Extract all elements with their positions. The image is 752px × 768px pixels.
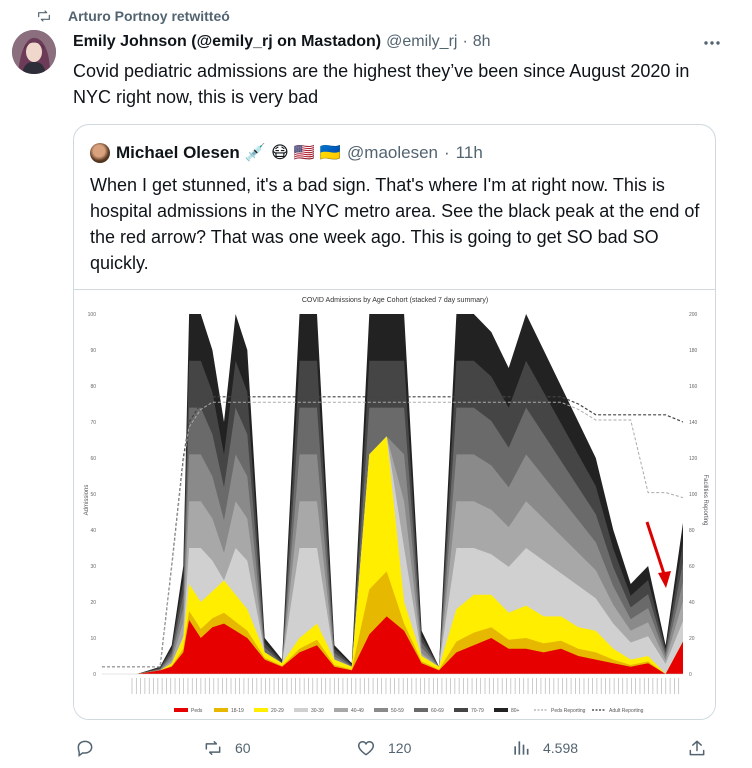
avatar[interactable] [12,30,56,74]
legend-label: 80+ [511,708,520,714]
legend-label: 60-69 [431,708,444,714]
legend-swatch [214,708,228,712]
retweet-label: Arturo Portnoy retwitteó [68,8,230,24]
legend-swatch [294,708,308,712]
legend-swatch [374,708,388,712]
quote-author-handle: @maolesen [347,143,438,162]
quote-author-name: Michael Olesen [116,143,240,162]
retweet-icon [38,10,50,22]
views-button[interactable]: 4.598 [511,736,578,760]
y-tick-label: 90 [90,348,96,354]
legend-label: 18-19 [231,708,244,714]
mask-emoji: 😷 [270,143,289,162]
legend-swatch [254,708,268,712]
y2-tick-label: 60 [689,564,695,570]
action-bar: 60 120 4.598 [73,736,716,760]
y2-tick-label: 120 [689,456,698,462]
tweet-time[interactable]: 8h [472,33,491,50]
y-tick-label: 10 [90,636,96,642]
area-series-peds [102,616,683,674]
area-series-20-29 [102,436,683,674]
share-button[interactable] [687,736,719,760]
y2-tick-label: 80 [689,528,695,534]
legend-label: 20-29 [271,708,284,714]
retweet-button[interactable]: 60 [203,736,251,760]
author-name[interactable]: Emily Johnson (@emily_rj on Mastadon) [73,33,382,50]
legend-label: 70-79 [471,708,484,714]
y-tick-label: 40 [90,528,96,534]
y2-tick-label: 160 [689,384,698,390]
y2-tick-label: 200 [689,312,698,318]
y-tick-label: 60 [90,456,96,462]
legend-label: 30-39 [311,708,324,714]
retweet-context[interactable]: Arturo Portnoy retwitteó [36,6,230,26]
line-adult-reporting [102,396,684,668]
quote-separator: · [444,143,450,162]
y2-tick-label: 100 [689,492,698,498]
y-tick-label: 50 [90,492,96,498]
line-peds-reporting [102,401,684,668]
y-tick-label: 0 [93,672,96,678]
legend-label: Peds Reporting [551,708,586,714]
retweet-count: 60 [235,740,251,756]
us-flag-emoji: 🇺🇸 [293,143,315,162]
legend-label: Adult Reporting [609,708,644,714]
views-count: 4.598 [543,740,579,756]
y-tick-label: 80 [90,384,96,390]
quote-avatar [90,143,110,163]
legend-swatch [414,708,428,712]
share-icon [689,740,705,756]
tweet-header: Emily Johnson (@emily_rj on Mastadon) @e… [73,30,732,54]
separator: · [462,33,468,50]
y2-tick-label: 40 [689,600,695,606]
y2-tick-label: 20 [689,636,695,642]
chart-y2label: Facilities Reporting [702,474,708,525]
legend-swatch [494,708,508,712]
heart-icon [357,740,375,756]
legend-swatch [174,708,188,712]
y2-tick-label: 140 [689,420,698,426]
more-icon[interactable] [702,34,722,52]
y-tick-label: 70 [90,420,96,426]
reply-button[interactable] [75,736,107,760]
legend-label: 40-49 [351,708,364,714]
like-button[interactable]: 120 [356,736,411,760]
chart-ylabel: Admissions [84,485,90,516]
y-tick-label: 100 [88,312,97,318]
tweet-text: Covid pediatric admissions are the highe… [73,61,690,107]
legend-swatch [334,708,348,712]
legend-swatch [454,708,468,712]
quote-time: 11h [455,143,483,162]
like-count: 120 [388,740,412,756]
reply-icon [77,740,93,757]
red-arrow-annotation [645,521,671,588]
quote-header: Michael Olesen 💉 😷 🇺🇸 🇺🇦 @maolesen · 11h [90,141,483,165]
quote-tweet[interactable]: Michael Olesen 💉 😷 🇺🇸 🇺🇦 @maolesen · 11h… [73,124,716,720]
chart-image[interactable]: COVID Admissions by Age Cohort (stacked … [74,289,715,719]
y2-tick-label: 180 [689,348,698,354]
ukraine-flag-emoji: 🇺🇦 [319,143,342,162]
author-handle[interactable]: @emily_rj [386,33,458,50]
y-tick-label: 20 [90,600,96,606]
y2-tick-label: 0 [689,672,692,678]
quote-text: When I get stunned, it's a bad sign. Tha… [90,175,700,273]
chart-title: COVID Admissions by Age Cohort (stacked … [302,297,488,304]
legend-label: Peds [191,708,203,714]
retweet-icon [205,741,221,755]
y-tick-label: 30 [90,564,96,570]
legend-label: 50-59 [391,708,404,714]
syringe-emoji: 💉 [244,143,266,162]
views-icon [514,741,529,755]
